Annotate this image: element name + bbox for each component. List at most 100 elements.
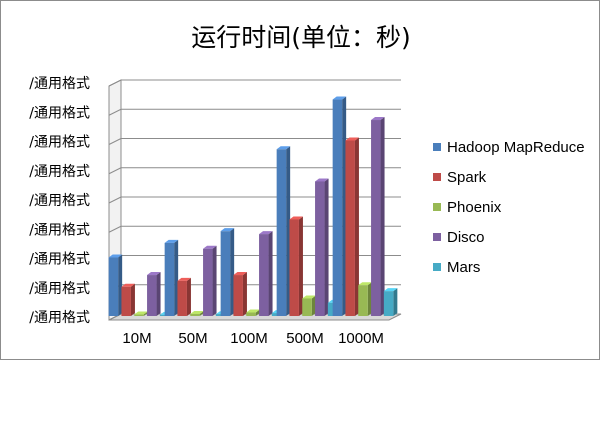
gridline-depth <box>108 225 122 233</box>
x-tick-label: 10M <box>122 330 151 347</box>
y-axis-ticks: /通用格式/通用格式/通用格式/通用格式/通用格式/通用格式/通用格式/通用格式… <box>29 76 90 326</box>
bar-side <box>174 239 179 316</box>
bar-side <box>186 277 191 316</box>
chart-frame: 运行时间(单位：秒) /通用格式/通用格式/通用格式/通用格式/通用格式/通用格… <box>0 0 600 360</box>
bar-top <box>134 311 148 315</box>
gridline-depth <box>108 79 122 87</box>
bar-side <box>143 311 148 316</box>
bar-side <box>354 137 359 316</box>
bar-side <box>255 309 260 316</box>
bar-side <box>118 254 123 316</box>
bar-hadoop-mapreduce-50M <box>164 239 179 316</box>
bar-top <box>220 228 235 232</box>
bar-side <box>324 178 329 316</box>
y-tick-label: /通用格式 <box>29 164 90 180</box>
bar-top <box>121 283 135 287</box>
bar-side <box>393 288 398 316</box>
y-tick-label: /通用格式 <box>29 193 90 209</box>
legend-swatch <box>433 143 441 151</box>
chart-title: 运行时间(单位：秒) <box>191 23 411 52</box>
bar-spark-100M <box>233 272 247 316</box>
y-tick-label: /通用格式 <box>29 252 90 268</box>
bar-top <box>345 137 359 141</box>
bar-side <box>242 272 247 316</box>
bar-phoenix-1000M <box>358 282 372 316</box>
bar-top <box>383 288 398 292</box>
bar-front <box>108 257 119 316</box>
legend-swatch <box>433 263 441 271</box>
bar-top <box>302 295 316 299</box>
bar-phoenix-100M <box>246 309 260 316</box>
gridline-depth <box>108 138 122 145</box>
y-tick-label: /通用格式 <box>29 76 90 92</box>
bar-phoenix-10M <box>134 311 148 316</box>
y-tick-label: /通用格式 <box>29 222 90 238</box>
bar-front <box>345 140 355 316</box>
bar-disco-1000M <box>371 117 385 317</box>
bar-spark-10M <box>121 283 135 316</box>
bar-top <box>108 254 123 258</box>
bar-front <box>159 314 170 316</box>
bar-front <box>259 234 269 316</box>
legend: Hadoop MapReduce Spark Phoenix Disco Mars <box>433 139 585 276</box>
bar-front <box>215 314 226 316</box>
x-tick-label: 100M <box>230 330 268 347</box>
bar-top <box>147 272 161 276</box>
bar-front <box>246 312 256 316</box>
bar-side <box>268 231 273 316</box>
bar-top <box>246 309 260 313</box>
bar-top <box>332 96 347 100</box>
bar-front <box>276 149 287 316</box>
legend-swatch <box>433 233 441 241</box>
bar-top <box>315 178 329 182</box>
bar-front <box>220 231 231 316</box>
legend-label: Phoenix <box>447 199 502 216</box>
legend-label: Hadoop MapReduce <box>447 139 585 156</box>
bar-side <box>230 228 235 316</box>
y-tick-label: /通用格式 <box>29 310 90 326</box>
bar-side <box>156 272 161 316</box>
bar-hadoop-mapreduce-10M <box>108 254 123 316</box>
bar-top <box>371 117 385 121</box>
bar-disco-500M <box>315 178 329 316</box>
x-tick-label: 1000M <box>338 330 384 347</box>
bar-top <box>289 216 303 220</box>
bar-top <box>259 231 273 235</box>
bar-front <box>383 291 394 316</box>
bar-top <box>276 146 291 150</box>
bar-side <box>212 245 217 316</box>
bar-mars-1000M <box>383 288 398 316</box>
bar-phoenix-50M <box>190 310 204 316</box>
bar-front <box>315 181 325 316</box>
bar-side <box>380 117 385 317</box>
legend-swatch <box>433 203 441 211</box>
bar-spark-1000M <box>345 137 359 316</box>
legend-label: Spark <box>447 169 487 186</box>
bar-top <box>164 239 179 243</box>
bar-top <box>358 282 372 286</box>
bar-front <box>302 298 312 316</box>
bar-disco-100M <box>259 231 273 316</box>
y-tick-label: /通用格式 <box>29 105 90 121</box>
x-tick-label: 50M <box>178 330 207 347</box>
y-tick-label: /通用格式 <box>29 281 90 297</box>
bar-front <box>134 314 144 316</box>
bar-top <box>203 245 217 249</box>
bar-front <box>121 286 131 316</box>
bar-front <box>233 275 243 316</box>
bar-top <box>190 310 204 314</box>
legend-label: Mars <box>447 259 480 276</box>
bar-front <box>147 275 157 316</box>
bar-side <box>199 310 204 316</box>
bar-front <box>271 313 282 316</box>
bar-side <box>342 96 347 316</box>
bar-front <box>190 313 200 316</box>
bars <box>108 96 398 317</box>
gridline-depth <box>108 196 122 204</box>
bar-front <box>332 99 343 316</box>
bar-spark-500M <box>289 216 303 316</box>
bar-disco-50M <box>203 245 217 316</box>
bar-side <box>298 216 303 316</box>
legend-label: Disco <box>447 229 485 246</box>
bar-top <box>233 272 247 276</box>
